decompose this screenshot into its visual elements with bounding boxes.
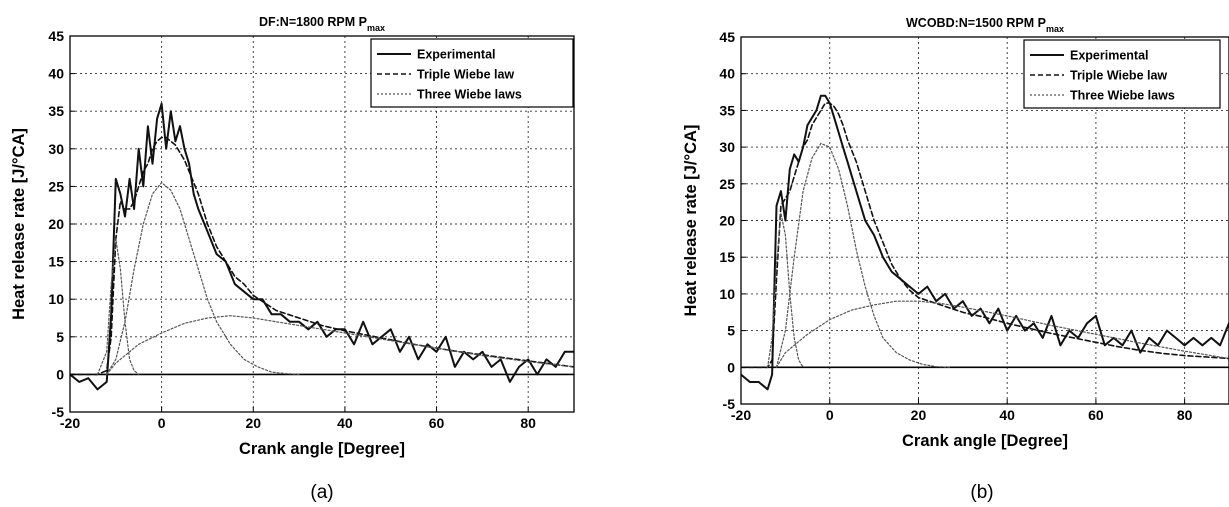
y-tick-label: 35 [48, 103, 64, 119]
y-axis-label: Heat release rate [J/°CA] [682, 125, 700, 317]
legend-label: Experimental [1070, 49, 1149, 63]
chart-title: WCOBD:N=1500 RPM Pmax [906, 16, 1064, 34]
y-tick-label: 45 [719, 29, 735, 45]
legend: Experimental Triple Wiebe law Three Wiebe … [370, 38, 574, 108]
y-tick-label: 0 [727, 359, 735, 375]
y-tick-label: 40 [48, 66, 64, 82]
y-tick-label: 30 [48, 141, 64, 157]
y-tick-label: 40 [719, 66, 735, 82]
chart-panel-b: -20 0 20 40 60 80 -5 0 5 10 15 20 25 30 35 40 45 WCOBD:N=… [682, 16, 1229, 503]
legend-label: Three Wiebe laws [1070, 89, 1175, 103]
legend-box [370, 38, 574, 108]
x-axis-label: Crank angle [Degree] [239, 440, 405, 458]
chart-title-main: DF:N=1800 RPM P [259, 15, 367, 29]
chart-title-subscript: max [367, 23, 385, 33]
series-dotted-line-3 [106, 315, 574, 375]
series-dotted-line-2 [106, 182, 300, 375]
y-tick-label: 0 [56, 366, 64, 382]
x-tick-label: 60 [1088, 407, 1104, 423]
panel-caption: (a) [310, 482, 333, 503]
y-axis-label: Heat release rate [J/°CA] [10, 128, 28, 320]
y-tick-label: -5 [723, 396, 736, 412]
y-tick-label: -5 [52, 404, 65, 420]
x-tick-label: 80 [520, 415, 536, 431]
x-axis-label: Crank angle [Degree] [902, 432, 1068, 450]
legend-label: Three Wiebe laws [417, 88, 522, 102]
x-tick-label: 20 [911, 407, 927, 423]
chart-title: DF:N=1800 RPM Pmax [259, 15, 385, 33]
x-tick-label: 40 [337, 415, 353, 431]
series-solid-line [70, 102, 574, 391]
panel-caption: (b) [970, 482, 993, 503]
series-dashed-line [741, 102, 1229, 369]
y-tick-label: 5 [56, 329, 64, 345]
y-tick-label: 20 [719, 213, 735, 229]
y-tick-label: 20 [48, 216, 64, 232]
y-tick-label: 25 [48, 178, 64, 194]
y-tick-label: 25 [719, 176, 735, 192]
chart-title-subscript: max [1046, 24, 1064, 34]
y-tick-label: 15 [48, 254, 64, 270]
legend-box [1023, 39, 1221, 109]
y-tick-label: 10 [48, 291, 64, 307]
x-tick-label: 0 [826, 407, 834, 423]
chart-title-main: WCOBD:N=1500 RPM P [906, 16, 1046, 30]
chart-panel-a: -20 0 20 40 60 80 -5 0 5 10 15 20 25 30 35 40 45 DF:N=180… [10, 15, 575, 503]
x-tick-label: 80 [1177, 407, 1193, 423]
x-tick-label: 20 [245, 415, 261, 431]
legend: Experimental Triple Wiebe law Three Wiebe … [1023, 39, 1221, 109]
y-tick-label: 45 [48, 28, 64, 44]
y-tick-label: 5 [727, 323, 735, 339]
legend-label: Experimental [417, 48, 496, 62]
y-tick-label: 30 [719, 139, 735, 155]
y-tick-label: 15 [719, 249, 735, 265]
series-dotted-line-1 [766, 212, 804, 368]
x-tick-label: 60 [429, 415, 445, 431]
x-tick-label: -20 [60, 415, 80, 431]
y-tick-label: 10 [719, 286, 735, 302]
legend-label: Triple Wiebe law [417, 68, 514, 82]
y-tick-label: 35 [719, 102, 735, 118]
series-dotted-line-1 [96, 238, 140, 375]
x-tick-label: -20 [731, 407, 751, 423]
x-tick-label: 40 [999, 407, 1015, 423]
legend-label: Triple Wiebe law [1070, 69, 1167, 83]
x-tick-label: 0 [158, 415, 166, 431]
